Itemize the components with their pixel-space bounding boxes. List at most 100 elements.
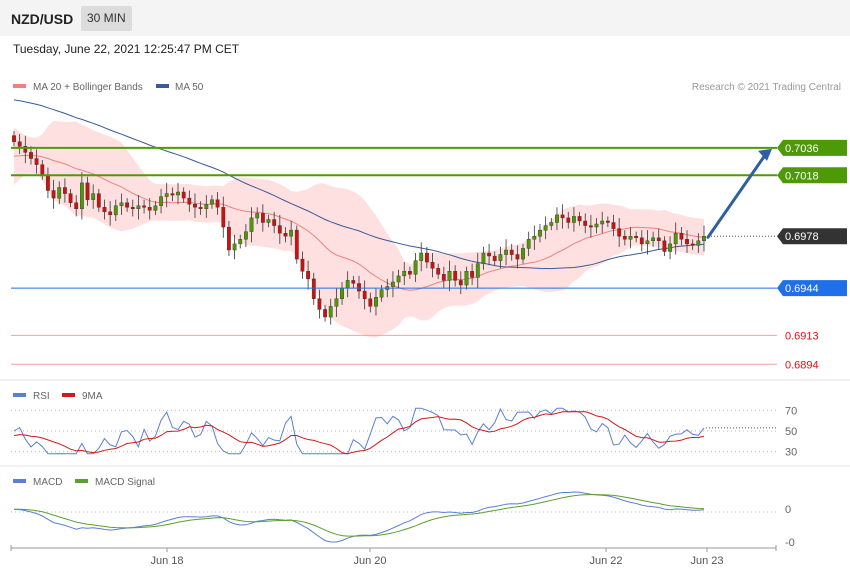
candle [447, 260, 452, 292]
candle [57, 181, 62, 205]
candle-body [12, 135, 16, 142]
candle-body [521, 248, 525, 260]
candle [577, 211, 582, 226]
rsi-tick-label: 30 [785, 447, 797, 459]
candle [294, 225, 299, 264]
candle-body [611, 222, 616, 229]
candle-body [656, 237, 661, 242]
candle-body [29, 152, 33, 159]
candle-body [255, 213, 260, 219]
candle-body [96, 193, 101, 208]
timestamp: Tuesday, June 22, 2021 12:25:47 PM CET [13, 42, 240, 56]
candle-body [396, 275, 401, 283]
candle [594, 217, 599, 234]
current-price-label: 0.6978 [785, 231, 819, 243]
candle [198, 201, 203, 215]
candle [515, 245, 520, 269]
candle [685, 230, 689, 254]
current-price-box [777, 228, 847, 245]
candle-body [74, 202, 79, 209]
candle [543, 216, 548, 240]
candle-body [690, 243, 695, 246]
candle [108, 201, 113, 226]
candle [634, 231, 639, 243]
candle [481, 246, 486, 270]
candle-body [583, 220, 588, 226]
candle-body [102, 207, 107, 213]
candle [51, 179, 56, 209]
candle-body [543, 225, 548, 231]
candle-body [673, 232, 678, 245]
candle [368, 292, 373, 313]
candle [96, 188, 101, 212]
candle [475, 253, 480, 289]
candle [323, 304, 327, 322]
candle [119, 193, 124, 215]
candle [702, 225, 706, 252]
macd-signal-line [14, 494, 705, 537]
candle-body [696, 240, 701, 246]
candle [441, 266, 446, 289]
candle [351, 275, 356, 289]
candle [221, 196, 226, 238]
candle [470, 263, 474, 286]
candle [102, 199, 107, 220]
candle-body [362, 290, 367, 299]
candle [63, 178, 67, 203]
candle-body [125, 202, 130, 208]
macd-legend-swatch [13, 479, 26, 483]
candle [29, 146, 33, 165]
macd-tick-label: -0 [785, 537, 795, 549]
candle [91, 184, 96, 209]
timeframe-badge[interactable]: 30 MIN [81, 6, 132, 31]
candle-body [23, 146, 28, 153]
candle-body [317, 298, 322, 310]
copyright: Research © 2021 Trading Central [692, 82, 841, 93]
candle [436, 263, 441, 279]
rsi-layer: 70 50 30 [11, 405, 797, 459]
candle [226, 220, 231, 257]
candle-body [651, 237, 656, 242]
rsi-line [13, 407, 705, 455]
candle-body [40, 164, 45, 176]
candle-body [402, 271, 407, 277]
candle-body [668, 243, 673, 252]
header-bar: NZD/USD 30 MIN [0, 0, 850, 36]
candle-body [57, 187, 62, 199]
candle-body [289, 229, 293, 237]
candle-body [639, 237, 644, 245]
candle-body [391, 281, 395, 287]
candle-body [334, 298, 339, 307]
candle-body [249, 217, 254, 232]
rsi-tick-label: 50 [785, 426, 797, 438]
candle [187, 190, 192, 212]
candle-body [193, 203, 197, 208]
rsi-tick-label: 70 [785, 405, 797, 417]
candle-body [147, 207, 152, 211]
candle-body [458, 280, 463, 286]
ma50-legend-swatch [156, 84, 169, 88]
candle [362, 280, 367, 310]
candle-body [153, 205, 158, 211]
candle-body [142, 205, 146, 208]
candle [23, 135, 28, 164]
candle [617, 217, 622, 247]
candle [430, 253, 435, 278]
candle-body [159, 196, 163, 206]
candle [413, 253, 418, 282]
candle-body [238, 239, 243, 245]
candle [136, 195, 141, 220]
candle-body [204, 203, 209, 209]
price-layer [12, 99, 706, 338]
candle [509, 243, 514, 261]
candle [193, 193, 197, 218]
candle-body [374, 297, 378, 307]
x-tick-label: Jun 23 [690, 555, 723, 567]
candle-body [283, 232, 288, 237]
candle-body [130, 207, 135, 210]
candle [113, 199, 118, 221]
candle [357, 275, 361, 299]
candle [391, 271, 395, 298]
candle [238, 234, 243, 249]
